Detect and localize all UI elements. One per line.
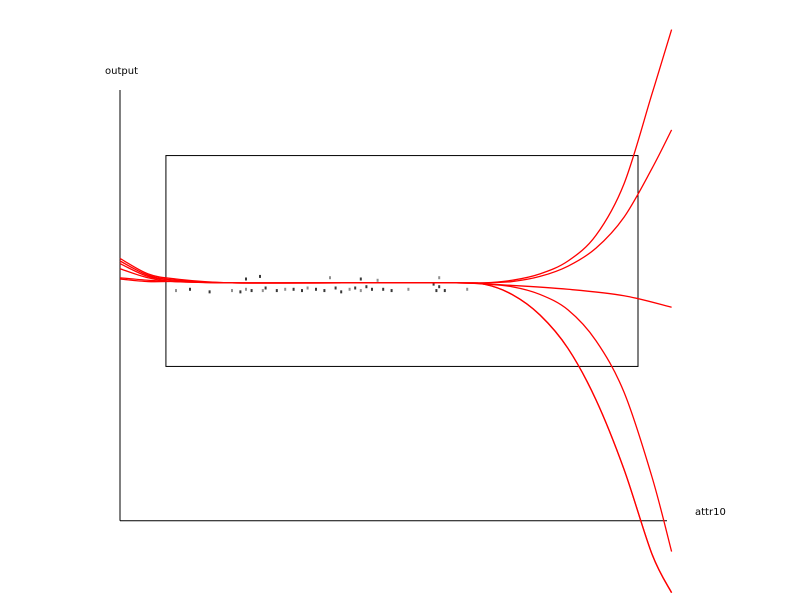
data-point xyxy=(382,287,385,291)
data-point xyxy=(390,289,393,293)
data-point xyxy=(359,277,362,281)
x-axis-label: attr10 xyxy=(695,507,726,518)
data-point xyxy=(329,276,331,280)
data-point xyxy=(245,277,247,281)
series-lines xyxy=(119,29,673,594)
data-point xyxy=(371,287,373,291)
series-line-curve-2 xyxy=(119,257,673,594)
data-point xyxy=(208,290,211,294)
data-point xyxy=(359,289,362,293)
data-point xyxy=(432,282,435,286)
data-point xyxy=(250,289,253,293)
data-point xyxy=(275,289,278,293)
data-point xyxy=(239,290,242,294)
data-point xyxy=(340,290,343,294)
data-point xyxy=(365,285,368,289)
series-line-curve-3 xyxy=(119,262,673,552)
data-point xyxy=(354,286,357,290)
data-point xyxy=(407,287,410,291)
data-points xyxy=(175,274,469,294)
data-point xyxy=(376,278,379,282)
data-point xyxy=(323,289,326,293)
data-point xyxy=(438,285,441,289)
data-point xyxy=(264,286,267,290)
data-point xyxy=(175,289,177,293)
series-line-curve-6 xyxy=(119,278,672,308)
y-axis-label: output xyxy=(105,66,138,77)
data-point xyxy=(261,289,264,293)
data-point xyxy=(189,287,191,291)
data-point xyxy=(306,286,309,290)
series-line-curve-5 xyxy=(119,29,673,284)
data-point xyxy=(315,287,317,291)
focus-box xyxy=(165,155,639,367)
series-line-curve-1 xyxy=(119,260,673,594)
data-point xyxy=(259,274,261,278)
data-point xyxy=(245,287,247,291)
data-point xyxy=(292,287,295,291)
data-point xyxy=(284,287,287,291)
data-point xyxy=(301,289,303,293)
data-point xyxy=(466,287,469,291)
data-point xyxy=(438,276,441,280)
series-line-curve-4 xyxy=(119,129,673,284)
data-point xyxy=(443,289,446,293)
data-point xyxy=(334,286,337,290)
data-point xyxy=(348,287,351,291)
data-point xyxy=(435,289,438,293)
data-point xyxy=(231,289,233,293)
